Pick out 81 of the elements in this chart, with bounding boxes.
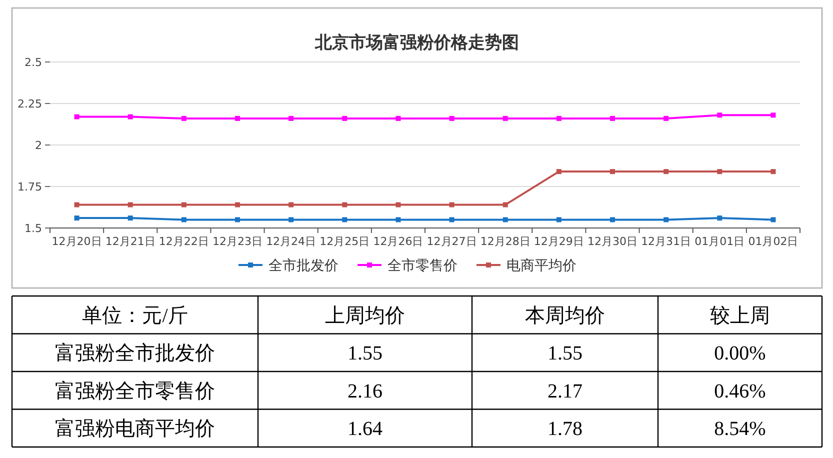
text: 1.55 — [348, 342, 382, 365]
point — [235, 202, 240, 208]
point — [610, 217, 615, 222]
category-label: 富强粉全市零售价 — [55, 380, 215, 402]
point — [717, 216, 722, 221]
point — [288, 116, 294, 121]
x-tick-label: 12月23日 — [212, 235, 262, 248]
point — [610, 116, 615, 121]
chart-title: 北京市场富强粉价格走势图 — [314, 33, 519, 53]
text: 0.00% — [714, 342, 766, 365]
point — [288, 217, 294, 222]
point — [235, 116, 240, 121]
point — [396, 116, 401, 121]
category-label: 单位：元/斤 — [82, 304, 188, 327]
point — [449, 202, 454, 208]
point — [717, 112, 722, 118]
point — [770, 169, 776, 174]
y-tick-label: 1.75 — [18, 180, 42, 194]
category-label: 富强粉电商平均价 — [55, 418, 215, 440]
point — [556, 116, 562, 121]
x-tick-label: 01月01日 — [694, 235, 745, 248]
point — [556, 169, 562, 174]
point — [181, 116, 186, 121]
point — [449, 217, 454, 222]
x-tick-label: 12月24日 — [266, 235, 316, 248]
category-label: 上周均价 — [325, 304, 405, 327]
x-tick-label: 12月29日 — [534, 235, 584, 248]
text: 8.54% — [714, 418, 766, 440]
y-tick-label: 2.5 — [24, 56, 42, 69]
x-tick-label: 01月02日 — [748, 235, 798, 248]
text: 2.17 — [548, 380, 582, 402]
point — [235, 217, 240, 222]
point — [396, 202, 401, 208]
y-tick-label: 1.5 — [24, 222, 42, 235]
y-tick-label: 2.25 — [18, 98, 42, 110]
text: 1.78 — [548, 418, 582, 440]
text: 1.64 — [348, 418, 382, 440]
point — [342, 116, 348, 121]
point — [556, 217, 562, 222]
x-tick-label: 12月27日 — [426, 235, 477, 248]
legend-label: 全市零售价 — [388, 258, 458, 274]
point — [717, 169, 722, 174]
point — [396, 217, 401, 222]
point — [342, 202, 348, 208]
category-label: 富强粉全市批发价 — [55, 342, 215, 365]
legend-label: 电商平均价 — [506, 258, 576, 274]
x-tick-label: 12月21日 — [105, 235, 156, 248]
point — [770, 217, 776, 222]
point — [342, 217, 348, 222]
x-tick-label: 12月28日 — [480, 235, 530, 248]
point — [128, 114, 133, 120]
x-tick-label: 12月25日 — [320, 235, 370, 248]
point — [610, 169, 615, 174]
category-label: 本周均价 — [525, 304, 605, 327]
x-tick-label: 12月30日 — [588, 235, 638, 248]
point — [74, 216, 80, 221]
point — [74, 114, 80, 120]
x-tick-label: 12月26日 — [373, 235, 424, 248]
y-tick-label: 2 — [35, 139, 42, 152]
text: 2.16 — [348, 380, 382, 402]
text: 0.46% — [714, 380, 766, 402]
legend-label: 全市批发价 — [268, 258, 338, 274]
x-tick-label: 12月22日 — [158, 235, 209, 248]
point — [128, 216, 133, 221]
point — [664, 169, 669, 174]
point — [449, 116, 454, 121]
point — [502, 202, 508, 208]
x-tick-label: 12月31日 — [641, 235, 692, 248]
point — [181, 217, 186, 222]
point — [770, 112, 776, 118]
point — [502, 116, 508, 121]
x-tick-label: 12月20日 — [52, 235, 102, 248]
point — [664, 217, 669, 222]
point — [502, 217, 508, 222]
text: 1.55 — [548, 342, 582, 365]
category-label: 较上周 — [710, 304, 770, 327]
point — [128, 202, 133, 208]
point — [74, 202, 80, 208]
point — [664, 116, 669, 121]
point — [288, 202, 294, 208]
point — [181, 202, 186, 208]
